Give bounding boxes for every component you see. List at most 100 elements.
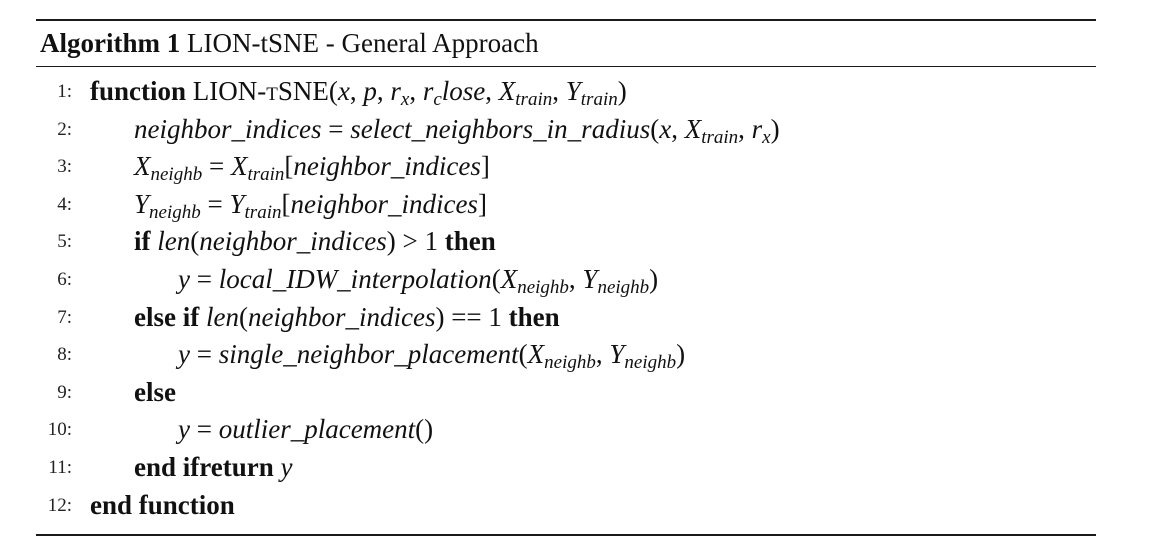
code-token: neighb xyxy=(517,276,569,298)
algorithm-lines: 1: function LION-tSNE(x, p, rx, rclose, X… xyxy=(36,73,1096,524)
code-token: else xyxy=(134,376,176,407)
code-token: , xyxy=(409,76,423,106)
line-code: else xyxy=(90,374,176,412)
code-token: neighbor_indices xyxy=(199,226,387,257)
code-token: ( xyxy=(650,113,660,144)
algorithm-line: 7: else if len(neighbor_indices) == 1 the… xyxy=(36,299,1096,337)
code-token: neighb xyxy=(624,352,677,374)
code-token: single_neighbor_placement xyxy=(218,339,519,370)
line-code: Yneighb = Ytrain[neighbor_indices] xyxy=(90,186,487,224)
code-token: neighb xyxy=(150,164,203,186)
code-token: neighb xyxy=(544,352,596,374)
code-token: len xyxy=(205,301,239,332)
line-code: end ifreturn y xyxy=(90,449,292,487)
code-token: [ xyxy=(281,188,291,219)
code-token: neighb xyxy=(149,201,201,223)
code-token: = xyxy=(200,188,230,219)
code-token: , xyxy=(552,76,566,106)
code-token: y xyxy=(178,339,190,370)
line-code: end function xyxy=(90,487,235,525)
code-token: X xyxy=(498,76,516,106)
line-code: neighbor_indices = select_neighbors_in_r… xyxy=(90,111,780,149)
line-number: 4: xyxy=(57,193,72,215)
code-token: train xyxy=(701,126,739,148)
code-token: [ xyxy=(284,151,294,182)
code-token: end function xyxy=(90,489,235,520)
code-token: tSNE xyxy=(266,76,329,106)
code-token: p xyxy=(363,76,377,106)
code-token: else if xyxy=(134,301,200,332)
code-token: ) xyxy=(676,339,686,370)
algorithm-line: 10: y = outlier_placement() xyxy=(36,411,1096,449)
code-token: local_IDW_interpolation xyxy=(218,263,492,294)
line-number: 1: xyxy=(57,81,72,102)
code-token: end ifreturn xyxy=(134,451,274,482)
code-token: Y xyxy=(229,188,245,219)
code-token: len xyxy=(157,226,191,257)
line-number: 10: xyxy=(47,419,72,441)
code-token: ( xyxy=(518,339,528,370)
code-token: if xyxy=(134,226,151,257)
algorithm-caption: Algorithm 1 LION-tSNE - General Approach xyxy=(36,24,1096,62)
line-number: 12: xyxy=(47,494,72,516)
line-code: else if len(neighbor_indices) == 1 then xyxy=(90,299,560,337)
code-token: , xyxy=(376,76,391,106)
code-token: X xyxy=(684,113,702,144)
code-token: , xyxy=(485,76,499,106)
code-token: ] xyxy=(480,151,490,182)
code-token: neighb xyxy=(597,276,650,298)
code-token: = xyxy=(321,113,351,144)
code-token: , xyxy=(738,113,752,144)
code-token: lose xyxy=(441,76,486,106)
code-token: function xyxy=(90,76,187,106)
line-code: y = single_neighbor_placement(Xneighb, Y… xyxy=(90,336,685,374)
code-token: y xyxy=(280,451,293,482)
line-code: function LION-tSNE(x, p, rx, rclose, Xtr… xyxy=(90,73,627,111)
bottom-rule xyxy=(36,534,1096,537)
code-token: neighbor_indices xyxy=(134,113,322,144)
line-code: y = local_IDW_interpolation(Xneighb, Yne… xyxy=(90,261,658,299)
code-token: = xyxy=(189,339,219,370)
code-token: select_neighbors_in_radius xyxy=(350,113,651,144)
caption-rule xyxy=(36,66,1096,67)
algorithm-line: 5: if len(neighbor_indices) > 1 then xyxy=(36,223,1096,261)
code-token: X xyxy=(527,339,545,370)
code-token: neighbor_indices xyxy=(247,301,436,332)
code-token: y xyxy=(178,263,190,294)
code-token: ) xyxy=(617,76,627,106)
algorithm-line: 11: end ifreturn y xyxy=(36,449,1096,487)
code-token: neighbor_indices xyxy=(293,151,481,182)
line-code: y = outlier_placement() xyxy=(90,411,433,449)
code-token: then xyxy=(508,301,560,332)
code-token: , xyxy=(671,113,685,144)
code-token: x xyxy=(762,126,771,148)
code-token: ( xyxy=(238,301,248,332)
code-token: Y xyxy=(609,339,625,370)
algorithm-line: 6: y = local_IDW_interpolation(Xneighb, Y… xyxy=(36,261,1096,299)
algorithm-title: LION-tSNE - General Approach xyxy=(186,28,539,58)
code-token: = xyxy=(189,414,219,445)
code-token: ) xyxy=(770,113,780,144)
line-number: 2: xyxy=(57,118,72,140)
top-rule xyxy=(36,19,1096,21)
code-token: () xyxy=(415,414,434,445)
code-token: X xyxy=(230,151,248,182)
code-token: ( xyxy=(491,263,501,294)
code-token: Y xyxy=(582,263,598,294)
code-token: , xyxy=(568,263,583,294)
code-token: , xyxy=(595,339,610,370)
code-token: Y xyxy=(134,188,150,219)
code-token: LION- xyxy=(186,76,267,106)
code-token: r xyxy=(422,76,434,106)
code-token: train xyxy=(580,89,618,110)
code-token: X xyxy=(500,263,518,294)
line-number: 5: xyxy=(57,231,72,253)
line-number: 3: xyxy=(57,156,72,178)
algorithm-line: 9: else xyxy=(36,374,1096,412)
code-token: = xyxy=(202,151,231,182)
code-token: train xyxy=(515,89,553,110)
code-token: , xyxy=(349,76,364,106)
line-number: 9: xyxy=(57,381,72,403)
code-token: neighbor_indices xyxy=(290,188,478,219)
code-token: X xyxy=(134,151,151,182)
